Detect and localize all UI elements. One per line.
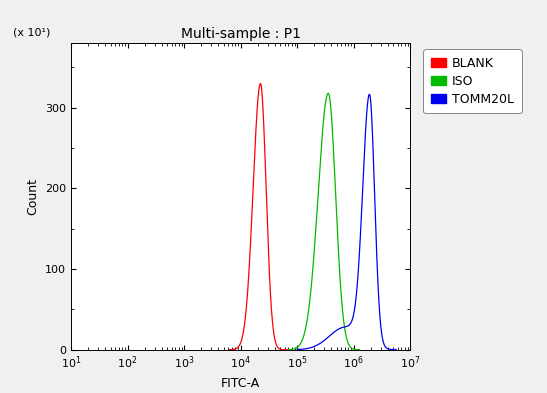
Text: (x 10¹): (x 10¹) bbox=[14, 27, 51, 37]
Legend: BLANK, ISO, TOMM20L: BLANK, ISO, TOMM20L bbox=[423, 50, 521, 114]
X-axis label: FITC-A: FITC-A bbox=[221, 377, 260, 390]
Y-axis label: Count: Count bbox=[27, 178, 39, 215]
Title: Multi-sample : P1: Multi-sample : P1 bbox=[181, 27, 301, 40]
